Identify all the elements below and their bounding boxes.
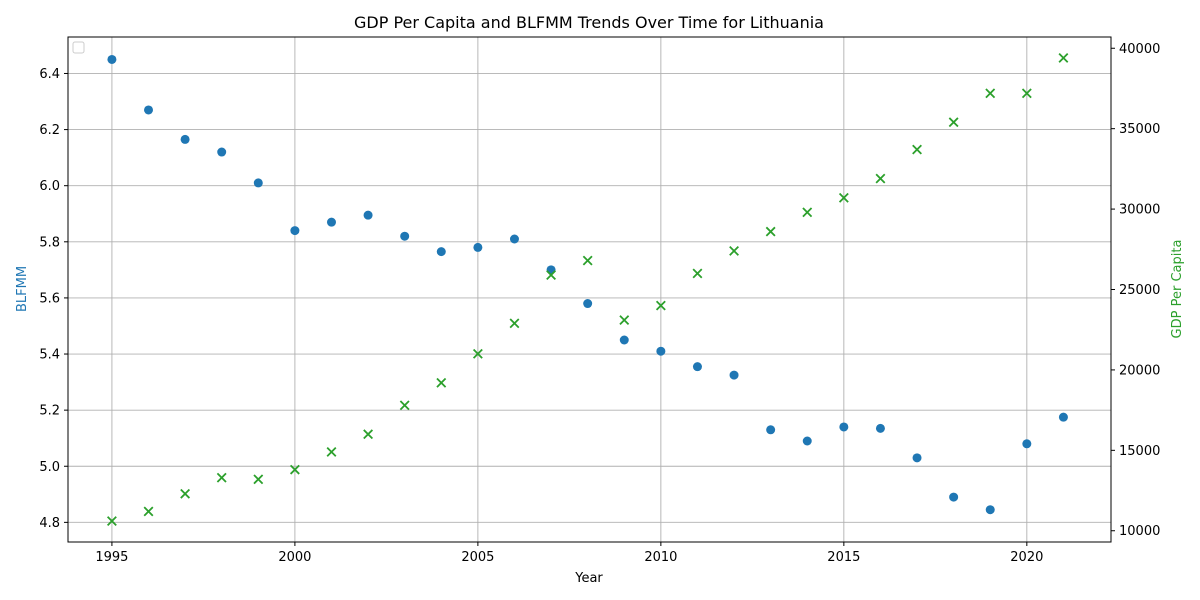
gdp-point xyxy=(875,173,886,184)
right-y-tick-label: 20000 xyxy=(1119,363,1160,378)
blfmm-point xyxy=(217,147,227,157)
x-tick-label: 2010 xyxy=(644,550,677,565)
gdp-point xyxy=(1058,52,1069,63)
blfmm-point xyxy=(583,299,593,309)
right-y-tick-label: 40000 xyxy=(1119,42,1160,57)
blfmm-point xyxy=(1058,412,1068,422)
gdp-point xyxy=(619,315,630,325)
gdp-point xyxy=(729,245,739,256)
blfmm-point xyxy=(912,453,922,463)
left-y-tick-label: 6.4 xyxy=(39,67,60,82)
blfmm-point xyxy=(656,346,666,356)
gdp-point xyxy=(912,144,922,155)
blfmm-point xyxy=(400,231,410,241)
gdp-point xyxy=(472,348,483,359)
gdp-point xyxy=(253,474,264,485)
gdp-point xyxy=(692,268,703,279)
gdp-point xyxy=(326,446,337,457)
right-y-tick-label: 15000 xyxy=(1119,444,1160,459)
blfmm-point xyxy=(107,54,117,64)
chart-title: GDP Per Capita and BLFMM Trends Over Tim… xyxy=(354,13,824,32)
gdp-point xyxy=(948,117,959,128)
blfmm-point xyxy=(839,422,849,432)
blfmm-point xyxy=(1022,439,1032,449)
blfmm-point xyxy=(509,234,519,244)
blfmm-point xyxy=(692,362,702,372)
blfmm-point xyxy=(985,505,995,515)
blfmm-point xyxy=(144,105,154,115)
right-y-tick-label: 10000 xyxy=(1119,524,1160,539)
blfmm-point xyxy=(436,247,446,257)
gdp-point xyxy=(106,516,117,527)
grid xyxy=(68,37,1111,542)
left-y-axis-title: BLFMM xyxy=(15,266,30,312)
blfmm-point xyxy=(949,492,959,502)
left-y-tick-label: 5.8 xyxy=(39,235,60,250)
gdp-point xyxy=(289,464,300,475)
blfmm-point xyxy=(619,335,629,345)
blfmm-point xyxy=(326,217,336,227)
left-y-tick-label: 4.8 xyxy=(39,516,60,531)
blfmm-point xyxy=(290,226,300,236)
blfmm-point xyxy=(766,425,776,435)
gdp-point xyxy=(838,192,849,203)
right-y-tick-label: 35000 xyxy=(1119,122,1160,137)
gdp-point xyxy=(363,429,374,440)
gdp-point xyxy=(655,300,666,311)
blfmm-point xyxy=(875,423,885,433)
gdp-point xyxy=(509,318,520,329)
blfmm-point xyxy=(253,178,263,188)
gdp-point xyxy=(436,377,447,388)
gdp-point xyxy=(1021,88,1032,99)
left-y-tick-label: 6.2 xyxy=(39,123,60,138)
x-tick-label: 2000 xyxy=(278,550,311,565)
gdp-point xyxy=(582,255,593,266)
left-y-tick-label: 5.6 xyxy=(39,291,60,306)
x-tick-label: 1995 xyxy=(95,550,128,565)
blfmm-point xyxy=(473,242,483,252)
left-y-tick-label: 6.0 xyxy=(39,179,60,194)
gdp-point xyxy=(765,226,776,237)
left-y-tick-label: 5.2 xyxy=(39,404,60,419)
gdp-point xyxy=(399,400,410,411)
left-y-tick-label: 5.0 xyxy=(39,460,60,475)
blfmm-points xyxy=(107,54,1068,515)
right-y-tick-label: 25000 xyxy=(1119,283,1160,298)
right-y-axis-ticks: 10000 15000 20000 25000 30000 35000 40000 xyxy=(1111,42,1160,539)
legend-box xyxy=(72,41,85,54)
blfmm-point xyxy=(363,210,373,220)
gdp-point xyxy=(180,488,191,499)
gdp-point xyxy=(546,270,557,280)
blfmm-point xyxy=(180,134,190,144)
blfmm-point xyxy=(729,370,739,380)
blfmm-point xyxy=(802,436,812,446)
left-y-tick-label: 5.4 xyxy=(39,348,60,363)
x-axis-ticks: 1995 2000 2005 2010 2015 2020 xyxy=(95,542,1043,565)
left-y-axis-ticks: 4.8 5.0 5.2 5.4 5.6 5.8 6.0 6.2 6.4 xyxy=(39,67,68,531)
right-y-axis-title: GDP Per Capita xyxy=(1170,240,1185,339)
x-tick-label: 2005 xyxy=(461,550,494,565)
gdp-point xyxy=(802,207,813,218)
gdp-point xyxy=(216,472,227,483)
gdp-points xyxy=(106,52,1069,527)
x-tick-label: 2015 xyxy=(827,550,860,565)
right-y-tick-label: 30000 xyxy=(1119,203,1160,218)
gdp-point xyxy=(985,88,996,99)
gdp-point xyxy=(143,506,154,517)
x-axis-title: Year xyxy=(574,571,603,586)
x-tick-label: 2020 xyxy=(1010,550,1043,565)
